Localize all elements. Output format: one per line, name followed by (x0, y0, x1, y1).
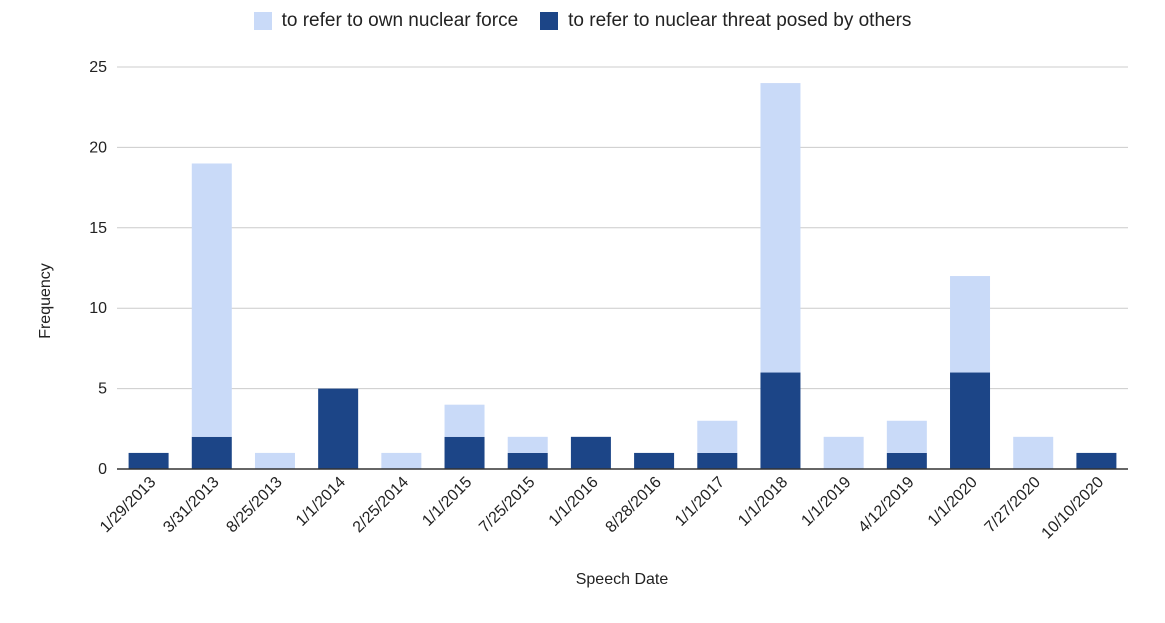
bar-own-force (697, 420, 738, 453)
bar-own-force (950, 276, 991, 373)
bar-threat-by-others (318, 388, 359, 469)
y-tick-label: 20 (89, 139, 107, 156)
legend-label-threat-by-others: to refer to nuclear threat posed by othe… (568, 10, 912, 31)
bar-own-force (760, 83, 801, 373)
bar-threat-by-others (507, 452, 548, 469)
y-axis-ticks: 0 5 10 15 20 25 (89, 59, 107, 478)
legend-item-threat-by-others[interactable]: to refer to nuclear threat posed by othe… (540, 10, 911, 32)
bar-own-force (191, 163, 232, 437)
x-tick-label: 1/1/2018 (735, 474, 791, 530)
bar-threat-by-others (128, 452, 169, 469)
x-tick-label: 1/1/2014 (293, 474, 349, 530)
x-tick-label: 8/25/2013 (223, 474, 285, 536)
y-tick-label: 15 (89, 220, 107, 237)
x-tick-label: 10/10/2020 (1039, 474, 1108, 543)
x-tick-label: 4/12/2019 (855, 474, 917, 536)
bar-own-force (507, 436, 548, 453)
bar-own-force (254, 452, 295, 469)
legend-swatch-threat-by-others (540, 12, 559, 30)
x-tick-label: 2/25/2014 (350, 474, 412, 536)
x-tick-label: 7/25/2015 (476, 474, 538, 536)
bar-threat-by-others (760, 372, 801, 469)
x-tick-label: 8/28/2016 (603, 474, 665, 536)
x-tick-label: 1/1/2020 (925, 474, 981, 530)
bar-threat-by-others (950, 372, 991, 469)
x-tick-label: 1/29/2013 (97, 474, 159, 536)
bar-own-force (444, 404, 485, 437)
x-tick-label: 3/31/2013 (160, 474, 222, 536)
y-tick-label: 10 (89, 300, 107, 317)
bar-threat-by-others (191, 436, 232, 469)
legend-label-own-force: to refer to own nuclear force (281, 10, 519, 31)
x-tick-label: 1/1/2015 (419, 474, 475, 530)
legend-swatch-own-force (253, 12, 272, 30)
bar-own-force (1013, 436, 1054, 469)
legend-item-own-force[interactable]: to refer to own nuclear force (253, 10, 519, 32)
bar-own-force (823, 436, 864, 469)
x-tick-label: 1/1/2016 (546, 474, 602, 530)
bar-threat-by-others (697, 452, 738, 469)
bar-threat-by-others (570, 436, 611, 469)
bars (128, 83, 1117, 469)
chart-legend: to refer to own nuclear force to refer t… (0, 10, 1165, 32)
x-axis-title: Speech Date (576, 571, 669, 588)
x-tick-label: 7/27/2020 (982, 474, 1044, 536)
x-tick-label: 1/1/2019 (798, 474, 854, 530)
x-axis-ticks: 1/29/2013 3/31/2013 8/25/2013 1/1/2014 2/25/… (97, 474, 1107, 543)
bar-threat-by-others (886, 452, 927, 469)
y-tick-label: 0 (98, 461, 107, 478)
bar-threat-by-others (1076, 452, 1117, 469)
bar-threat-by-others (444, 436, 485, 469)
bar-threat-by-others (634, 452, 675, 469)
x-tick-label: 1/1/2017 (672, 474, 728, 530)
bar-own-force (886, 420, 927, 453)
bar-own-force (381, 452, 422, 469)
y-tick-label: 25 (89, 59, 107, 76)
y-tick-label: 5 (98, 381, 107, 398)
y-axis-title: Frequency (37, 263, 54, 339)
